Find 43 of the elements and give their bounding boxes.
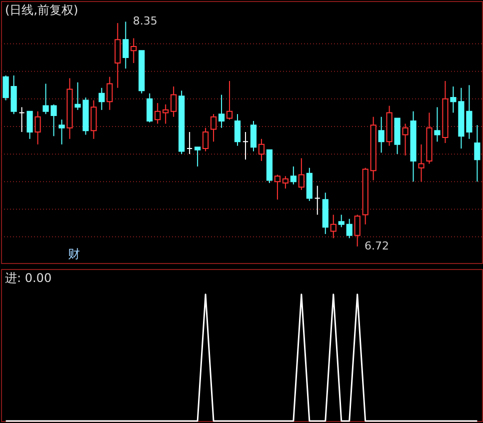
candlestick bbox=[106, 76, 113, 110]
candlestick bbox=[354, 214, 360, 247]
candlestick bbox=[402, 123, 408, 156]
candlestick bbox=[378, 116, 384, 154]
annotation: 6.72 bbox=[364, 239, 390, 252]
candlestick bbox=[290, 166, 296, 185]
candlestick bbox=[210, 114, 217, 142]
chart-title: (日线,前复权) bbox=[5, 3, 78, 17]
candlestick bbox=[250, 120, 257, 152]
candlestick bbox=[194, 146, 201, 167]
candlestick bbox=[154, 102, 161, 124]
candlestick bbox=[34, 110, 41, 145]
candlestick bbox=[282, 176, 288, 190]
candlestick bbox=[122, 21, 129, 70]
candlestick bbox=[170, 86, 177, 118]
annotation: 8.35 bbox=[132, 14, 158, 28]
candlestick bbox=[130, 38, 137, 64]
candlestick bbox=[234, 114, 241, 146]
candlestick bbox=[338, 214, 344, 228]
annotation: 财 bbox=[68, 247, 80, 261]
candlestick bbox=[114, 22, 121, 88]
candlestick bbox=[474, 124, 480, 182]
candlestick bbox=[18, 106, 25, 132]
candlestick bbox=[346, 218, 352, 239]
candlestick bbox=[26, 110, 33, 140]
candlestick bbox=[274, 174, 281, 200]
candlestick bbox=[298, 158, 304, 190]
candlestick bbox=[226, 80, 233, 120]
candlestick bbox=[434, 106, 440, 142]
candlestick bbox=[314, 185, 320, 216]
candlestick bbox=[162, 104, 169, 124]
candlestick bbox=[418, 144, 424, 182]
candlestick bbox=[90, 100, 97, 140]
candlestick bbox=[98, 87, 105, 110]
chart-title: 进: 0.00 bbox=[5, 271, 52, 285]
candlestick bbox=[330, 214, 336, 239]
candlestick bbox=[258, 138, 265, 162]
candlestick bbox=[218, 94, 225, 128]
candlestick bbox=[146, 92, 153, 123]
candlestick bbox=[202, 127, 209, 152]
candlestick bbox=[186, 132, 193, 155]
candlestick bbox=[58, 119, 65, 145]
candlestick bbox=[242, 132, 249, 160]
